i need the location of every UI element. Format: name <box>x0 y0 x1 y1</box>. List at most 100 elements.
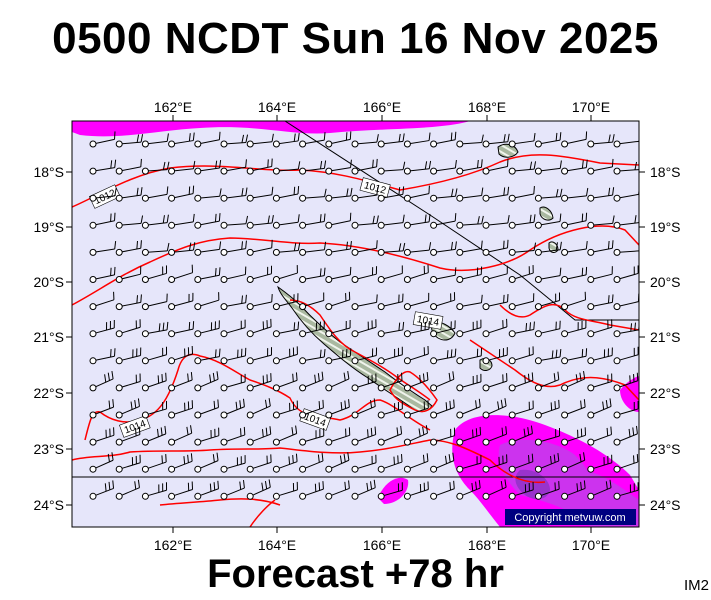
wind-barb <box>508 293 535 311</box>
wind-barb <box>272 321 300 338</box>
wind-barb <box>89 427 115 446</box>
axis-tick-marks <box>66 115 645 533</box>
wind-barb <box>168 453 193 473</box>
lon-tick-label: 170°E <box>572 99 610 115</box>
wind-barb <box>482 426 508 446</box>
wind-barb <box>141 242 170 256</box>
wind-barb <box>246 347 273 365</box>
top-longitude-axis: 162°E 164°E 166°E 168°E 170°E <box>154 99 610 115</box>
wind-barb <box>456 159 483 175</box>
wind-barb <box>613 161 639 175</box>
wind-barb <box>403 292 430 311</box>
lon-tick-label: 168°E <box>468 99 506 115</box>
wind-barb <box>272 265 298 283</box>
wind-barb <box>351 158 378 175</box>
wind-barb <box>299 481 324 500</box>
wind-barb <box>613 136 639 148</box>
wind-barb <box>613 346 639 365</box>
wind-barb <box>456 240 483 256</box>
tanna-island <box>539 206 554 221</box>
wind-barb <box>430 320 456 338</box>
lat-tick-label: 22°S <box>33 385 64 401</box>
wind-barb <box>299 188 327 202</box>
forecast-title: 0500 NCDT Sun 16 Nov 2025 <box>52 14 659 63</box>
wind-barb <box>561 452 586 473</box>
wind-barb <box>377 293 404 311</box>
wind-barb <box>351 454 377 473</box>
wind-barb <box>351 347 378 365</box>
lat-tick-label: 18°S <box>650 164 681 180</box>
wind-barb <box>430 292 456 311</box>
forecast-step-label: Forecast +78 hr <box>207 552 504 596</box>
wind-barb <box>141 454 167 473</box>
wind-barb <box>482 158 509 175</box>
wind-barb <box>220 319 246 338</box>
wind-barb <box>456 266 483 283</box>
wind-barb <box>403 213 431 229</box>
wind-barb <box>325 159 352 175</box>
wind-barb <box>587 398 612 419</box>
wind-barb <box>456 347 483 365</box>
wind-barb <box>430 399 455 419</box>
wind-barb <box>246 426 272 446</box>
wind-barb <box>534 481 560 500</box>
wind-barb <box>272 293 299 311</box>
lon-tick-label: 170°E <box>572 537 610 553</box>
wind-barb <box>456 134 484 148</box>
wind-barb <box>115 215 144 229</box>
wind-barb <box>325 427 351 446</box>
wind-barb <box>325 266 352 283</box>
lon-tick-label: 164°E <box>258 537 296 553</box>
wind-barb <box>272 161 301 175</box>
wind-barb <box>587 479 612 500</box>
wind-barb <box>194 213 221 229</box>
wind-barb <box>587 454 613 473</box>
wind-barb <box>299 132 326 148</box>
lon-tick-label: 166°E <box>363 99 401 115</box>
wind-barb <box>115 426 141 446</box>
wind-barb <box>534 188 563 202</box>
wind-barb <box>377 133 405 148</box>
wind-barb <box>194 452 219 473</box>
wind-barb <box>89 240 117 256</box>
wind-barb <box>246 454 272 473</box>
wind-barb <box>508 161 537 175</box>
wind-barb <box>115 347 142 365</box>
lat-tick-label: 20°S <box>33 274 64 290</box>
wind-barb <box>194 348 221 365</box>
wind-barb <box>403 132 431 148</box>
wind-barb <box>168 213 195 229</box>
wind-barb <box>299 428 325 446</box>
wind-barb <box>89 131 116 148</box>
wind-barb <box>587 240 614 256</box>
lat-tick-label: 20°S <box>650 274 681 290</box>
wind-barb <box>89 212 116 229</box>
wind-barb <box>325 480 350 500</box>
copyright-badge: Copyright metvuw.com <box>505 509 636 525</box>
isobar-label: 1012 <box>359 177 391 198</box>
wind-barb <box>299 399 324 419</box>
wind-barb <box>377 482 403 500</box>
wind-barb <box>351 215 379 229</box>
wind-barb <box>456 480 481 500</box>
lon-tick-label: 168°E <box>468 537 506 553</box>
wind-barb <box>89 399 115 419</box>
wind-barb <box>482 454 508 473</box>
lat-tick-label: 19°S <box>33 219 64 235</box>
wind-barb <box>587 158 614 175</box>
wind-barb <box>220 398 245 419</box>
wind-barb <box>325 370 350 392</box>
wind-barb <box>115 158 142 175</box>
wind-barb <box>430 188 458 202</box>
wind-barb <box>299 267 326 283</box>
wind-barb <box>141 400 168 419</box>
wind-barb <box>220 159 247 175</box>
wind-barb <box>246 373 272 392</box>
wind-barb <box>534 428 561 446</box>
wind-barb <box>377 214 405 229</box>
wind-barb <box>430 427 456 446</box>
wind-barb <box>403 264 429 283</box>
wind-barb <box>613 400 639 419</box>
wind-barb <box>534 320 561 338</box>
